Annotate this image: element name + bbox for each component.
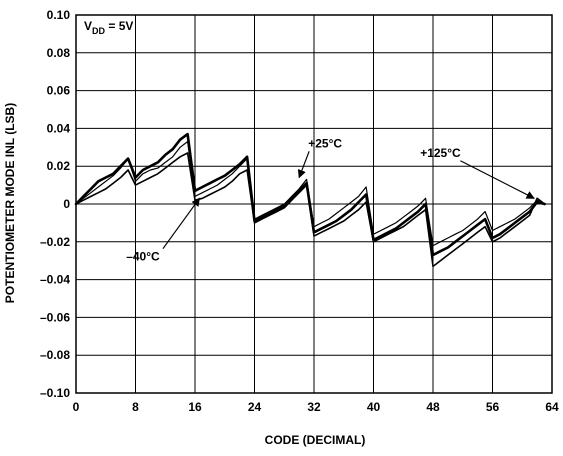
y-tick-label-6: –0.02 <box>40 235 70 249</box>
vdd-subscript: DD <box>92 26 105 36</box>
annotation-arrow-2 <box>460 160 535 199</box>
x-tick-label-0: 0 <box>73 400 80 414</box>
annotation-label-1: –40°C <box>126 250 160 264</box>
series-line-2 <box>75 152 546 268</box>
x-tick-label-3: 24 <box>248 400 262 414</box>
y-tick-labels: 0.10 0.08 0.06 0.04 0.02 0 –0.02 –0.04 –0.06 –0.0… <box>40 8 70 400</box>
annotation-arrow-0 <box>297 151 310 179</box>
supply-voltage-note: VDD = 5V <box>84 19 133 36</box>
x-axis-label: CODE (DECIMAL) <box>265 433 366 447</box>
annotation-label-0: +25°C <box>308 136 342 150</box>
series-line-1 <box>74 132 546 257</box>
series-line-0 <box>75 141 546 247</box>
annotations: +25°C –40°C +125°C <box>126 136 535 264</box>
x-tick-label-5: 40 <box>367 400 381 414</box>
x-tick-label-6: 48 <box>426 400 440 414</box>
x-tick-label-4: 32 <box>307 400 321 414</box>
y-tick-label-9: –0.08 <box>40 348 70 362</box>
x-tick-label-7: 56 <box>486 400 500 414</box>
y-tick-label-2: 0.06 <box>47 84 71 98</box>
x-tick-label-8: 64 <box>545 400 559 414</box>
grid-lines <box>75 14 553 394</box>
annotation-label-2: +125°C <box>420 146 461 160</box>
y-tick-label-5: 0 <box>63 197 70 211</box>
vdd-value: = 5V <box>105 19 133 33</box>
y-tick-label-8: –0.06 <box>40 310 70 324</box>
annotation-arrow-1 <box>162 197 200 250</box>
x-tick-labels: 0 8 16 24 32 40 48 56 64 <box>73 400 559 414</box>
vdd-v: V <box>84 19 92 33</box>
y-tick-label-3: 0.04 <box>47 121 71 135</box>
plot-border <box>75 14 553 394</box>
y-tick-label-7: –0.04 <box>40 273 70 287</box>
y-tick-label-0: 0.10 <box>47 8 71 22</box>
y-tick-label-1: 0.08 <box>47 46 71 60</box>
series-lines <box>74 132 546 268</box>
y-tick-label-4: 0.02 <box>47 159 71 173</box>
x-tick-label-1: 8 <box>132 400 139 414</box>
y-tick-label-10: –0.10 <box>40 386 70 400</box>
y-axis-label: POTENTIOMETER MODE INL (LSB) <box>3 103 17 303</box>
plot-frame <box>75 14 553 394</box>
x-tick-label-2: 16 <box>188 400 202 414</box>
supply-voltage-text: VDD = 5V <box>84 19 133 36</box>
